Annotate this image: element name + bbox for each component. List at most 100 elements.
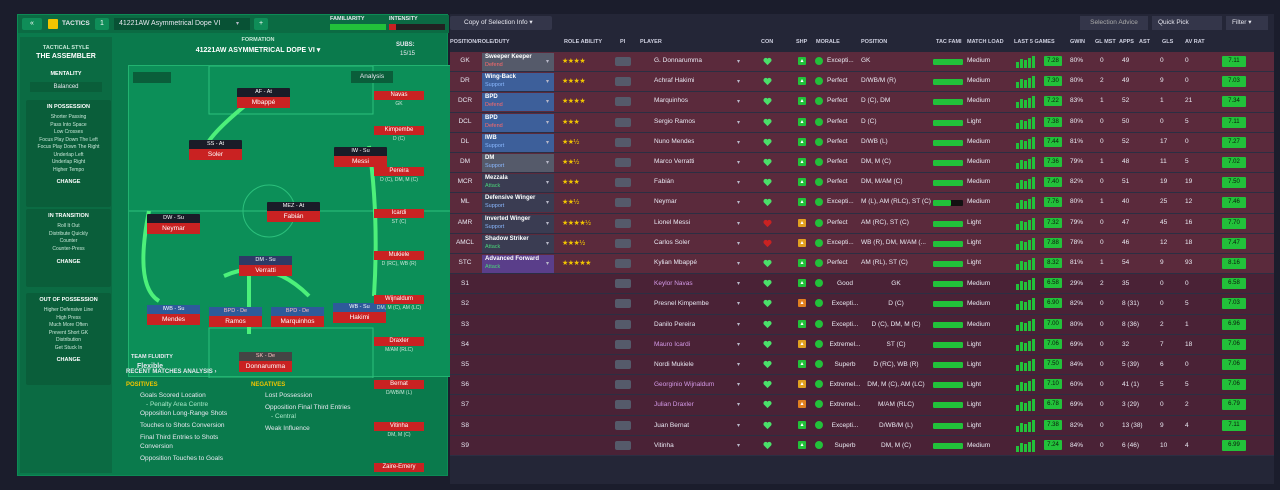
role-selector[interactable]: Defensive Winger Support ▾ <box>482 194 554 213</box>
column-header[interactable]: POSITION/ROLE/DUTY <box>450 39 510 45</box>
player-card[interactable]: BPD - De Marquinhos <box>271 307 324 327</box>
chevron-down-icon[interactable]: ▾ <box>737 281 741 288</box>
player-name[interactable]: Nordi Mukiele <box>654 361 694 368</box>
player-instructions-icon[interactable] <box>615 299 631 309</box>
player-name[interactable]: Presnel Kimpembe <box>654 300 709 308</box>
player-instructions-icon[interactable] <box>615 360 631 369</box>
style-value[interactable]: THE ASSEMBLER <box>36 53 96 60</box>
player-instructions-icon[interactable] <box>615 238 631 248</box>
player-instructions-icon[interactable] <box>615 218 631 228</box>
column-header[interactable]: SHP <box>796 39 808 45</box>
player-card[interactable]: IWB - Su Mendes <box>147 305 200 325</box>
table-row[interactable]: MCR Mezzala Attack ▾ ★★★ Fabián ▾ ▴ Perfect DM, M… <box>450 173 1274 194</box>
player-instructions-icon[interactable] <box>615 440 631 450</box>
column-header[interactable]: TAC FAMI <box>936 39 962 45</box>
column-header[interactable]: CON <box>761 39 774 45</box>
recent-analysis-title[interactable]: RECENT MATCHES ANALYSIS › <box>126 369 217 375</box>
sub-player[interactable]: Bernat <box>374 380 424 389</box>
chevron-down-icon[interactable]: ▾ <box>737 59 741 65</box>
role-selector[interactable]: Inverted Winger Support ▾ <box>482 214 554 233</box>
chevron-down-icon[interactable]: ▾ <box>737 79 741 86</box>
table-row[interactable]: DR Wing-Back Support ▾ ★★★★ Achraf Hakimi ▾ ▴ Pe… <box>450 72 1274 93</box>
column-header[interactable]: MORALE <box>816 39 840 45</box>
role-selector[interactable]: BPD Defend ▾ <box>482 93 554 112</box>
player-instructions-icon[interactable] <box>615 420 631 430</box>
column-header[interactable]: AV RAT <box>1185 39 1205 45</box>
sub-player[interactable]: Kimpembe <box>374 126 424 135</box>
table-row[interactable]: S6 Georginio Wijnaldum ▾ ▴ Extremel... DM, M … <box>450 375 1274 396</box>
table-row[interactable]: S8 Juan Bernat ▾ ▴ Excepti... D/WB/M (L) Light… <box>450 415 1274 436</box>
player-name[interactable]: Danilo Pereira <box>654 320 696 328</box>
chevron-down-icon[interactable]: ▾ <box>737 382 741 389</box>
player-card[interactable]: BPD - De Ramos <box>209 307 262 327</box>
player-name[interactable]: Marco Verratti <box>654 158 695 165</box>
player-name[interactable]: Marquinhos <box>654 97 688 105</box>
column-header[interactable]: AST <box>1139 39 1150 45</box>
player-card[interactable]: SK - De Donnarumma <box>239 352 292 372</box>
chevron-down-icon[interactable]: ▾ <box>737 402 741 409</box>
column-header[interactable]: MATCH LOAD <box>967 39 1004 45</box>
table-row[interactable]: S2 Presnel Kimpembe ▾ ▴ Excepti... D (C) Mediu… <box>450 294 1274 315</box>
sub-player[interactable]: Pereira <box>374 167 424 176</box>
player-name[interactable]: Keylor Navas <box>654 280 693 288</box>
table-row[interactable]: S3 Danilo Pereira ▾ ▴ Excepti... D (C), DM, M… <box>450 314 1274 335</box>
player-name[interactable]: Sergio Ramos <box>654 117 696 125</box>
outpos-change-button[interactable]: CHANGE <box>56 357 81 363</box>
table-row[interactable]: S4 Mauro Icardi ▾ ▴ Extremel... ST (C) Light 7.… <box>450 334 1274 355</box>
column-header[interactable]: GWIN <box>1070 39 1085 45</box>
player-instructions-icon[interactable] <box>615 259 631 268</box>
chevron-down-icon[interactable]: ▾ <box>737 220 741 227</box>
sub-player[interactable]: Icardi <box>374 209 424 218</box>
role-selector[interactable]: Mezzala Attack ▾ <box>482 174 554 193</box>
player-instructions-icon[interactable] <box>615 97 631 107</box>
add-tactic-button[interactable]: + <box>254 18 268 30</box>
chevron-down-icon[interactable]: ▾ <box>737 119 741 126</box>
chevron-down-icon[interactable]: ▾ <box>737 301 741 308</box>
player-name[interactable]: Mauro Icardi <box>654 340 691 348</box>
mentality-select[interactable]: Balanced <box>30 82 102 92</box>
chevron-down-icon[interactable]: ▾ <box>737 362 741 368</box>
player-name[interactable]: Fabián <box>654 178 674 186</box>
player-instructions-icon[interactable] <box>615 158 631 167</box>
player-card[interactable]: IW - Su Messi <box>334 147 387 167</box>
chevron-down-icon[interactable]: ▾ <box>737 99 741 106</box>
quick-pick-button[interactable]: Quick Pick <box>1152 16 1222 30</box>
table-row[interactable]: AMR Inverted Winger Support ▾ ★★★★½ Lionel Me… <box>450 213 1274 234</box>
tactic-slot[interactable]: 1 <box>95 18 109 30</box>
table-row[interactable]: ML Defensive Winger Support ▾ ★★½ Neymar ▾ ▴ Exc… <box>450 193 1274 214</box>
player-name[interactable]: Kylian Mbappé <box>654 259 697 266</box>
player-instructions-icon[interactable] <box>615 380 631 390</box>
player-name[interactable]: Julian Draxler <box>654 401 694 409</box>
player-card[interactable]: AF - At Mbappé <box>237 88 290 108</box>
player-name[interactable]: Achraf Hakimi <box>654 77 695 85</box>
chevron-down-icon[interactable]: ▾ <box>737 160 741 166</box>
chevron-down-icon[interactable]: ▾ <box>737 139 741 146</box>
column-header[interactable]: PI <box>620 39 626 45</box>
chevron-down-icon[interactable]: ▾ <box>737 341 741 348</box>
table-row[interactable]: S5 Nordi Mukiele ▾ ▴ Superb D (RC), WB (R) Lig… <box>450 355 1274 376</box>
table-row[interactable]: GK Sweeper Keeper Defend ▾ ★★★★ G. Donnarumma… <box>450 52 1274 73</box>
sub-player[interactable]: Zaire-Emery <box>374 463 424 472</box>
player-instructions-icon[interactable] <box>615 319 631 329</box>
column-header[interactable]: PLAYER <box>640 39 662 45</box>
column-header[interactable]: ROLE ABILITY <box>564 39 602 45</box>
column-header[interactable]: GLS <box>1162 39 1174 45</box>
filter-button[interactable]: Filter ▾ <box>1226 16 1268 30</box>
column-header[interactable]: APPS <box>1119 39 1134 45</box>
formation-select[interactable]: 41221AW ASYMMETRICAL DOPE VI ▾ <box>195 47 321 54</box>
player-instructions-icon[interactable] <box>615 279 631 289</box>
column-header[interactable]: GL MST <box>1095 39 1116 45</box>
role-selector[interactable]: Advanced Forward Attack ▾ <box>482 255 554 273</box>
player-card[interactable]: DW - Su Neymar <box>147 214 200 234</box>
table-row[interactable]: STC Advanced Forward Attack ▾ ★★★★★ Kylian Mb… <box>450 254 1274 275</box>
player-card[interactable]: DM - Su Verratti <box>239 256 292 276</box>
chevron-down-icon[interactable]: ▾ <box>737 261 741 267</box>
player-name[interactable]: Carlos Soler <box>654 238 690 246</box>
chevron-down-icon[interactable]: ▾ <box>737 422 741 429</box>
sub-player[interactable]: Navas <box>374 91 424 100</box>
tactic-selector[interactable]: 41221AW Asymmetrical Dope VI ▾ <box>114 18 250 30</box>
column-header[interactable]: LAST 5 GAMES <box>1014 39 1055 45</box>
player-card[interactable]: SS - At Soler <box>189 140 242 160</box>
player-instructions-icon[interactable] <box>615 77 631 87</box>
possession-change-button[interactable]: CHANGE <box>56 179 81 185</box>
